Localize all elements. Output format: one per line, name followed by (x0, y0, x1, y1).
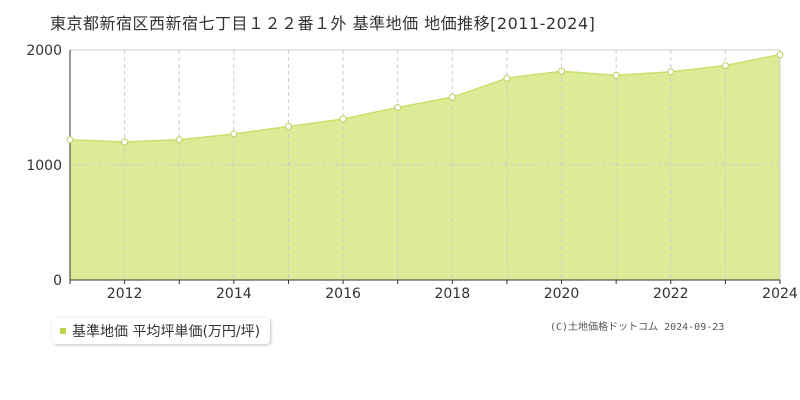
x-tick-label: 2024 (762, 286, 798, 302)
series-area (70, 54, 780, 280)
data-point (339, 115, 347, 123)
x-tick-label: 2018 (434, 286, 470, 302)
data-point (667, 68, 675, 76)
data-point (284, 122, 292, 130)
legend: 基準地価 平均坪単価(万円/坪) (52, 318, 271, 344)
legend-label: 基準地価 平均坪単価(万円/坪) (72, 324, 261, 340)
data-point (448, 93, 456, 101)
x-tick-label: 2022 (653, 286, 689, 302)
y-tick-label: 0 (53, 273, 62, 289)
data-point (612, 71, 620, 79)
x-tick-label: 2012 (107, 286, 143, 302)
data-point (394, 104, 402, 111)
data-point (121, 138, 129, 146)
x-tick-label: 2014 (216, 286, 252, 302)
data-point (175, 136, 183, 144)
data-point (66, 136, 74, 144)
data-point (230, 130, 238, 138)
y-tick-label: 1000 (26, 158, 62, 174)
chart-title: 東京都新宿区西新宿七丁目１２２番１外 基準地価 地価推移[2011-2024] (50, 14, 596, 33)
legend-swatch (60, 328, 66, 334)
data-point (503, 74, 511, 82)
data-point (558, 67, 566, 75)
x-tick-label: 2016 (325, 286, 361, 302)
copyright-notice: (C)土地価格ドットコム 2024-09-23 (550, 322, 725, 333)
series-line (69, 53, 781, 143)
data-point (776, 51, 784, 59)
x-tick-label: 2020 (544, 286, 580, 302)
data-point (721, 62, 729, 70)
y-tick-label: 2000 (26, 43, 62, 59)
